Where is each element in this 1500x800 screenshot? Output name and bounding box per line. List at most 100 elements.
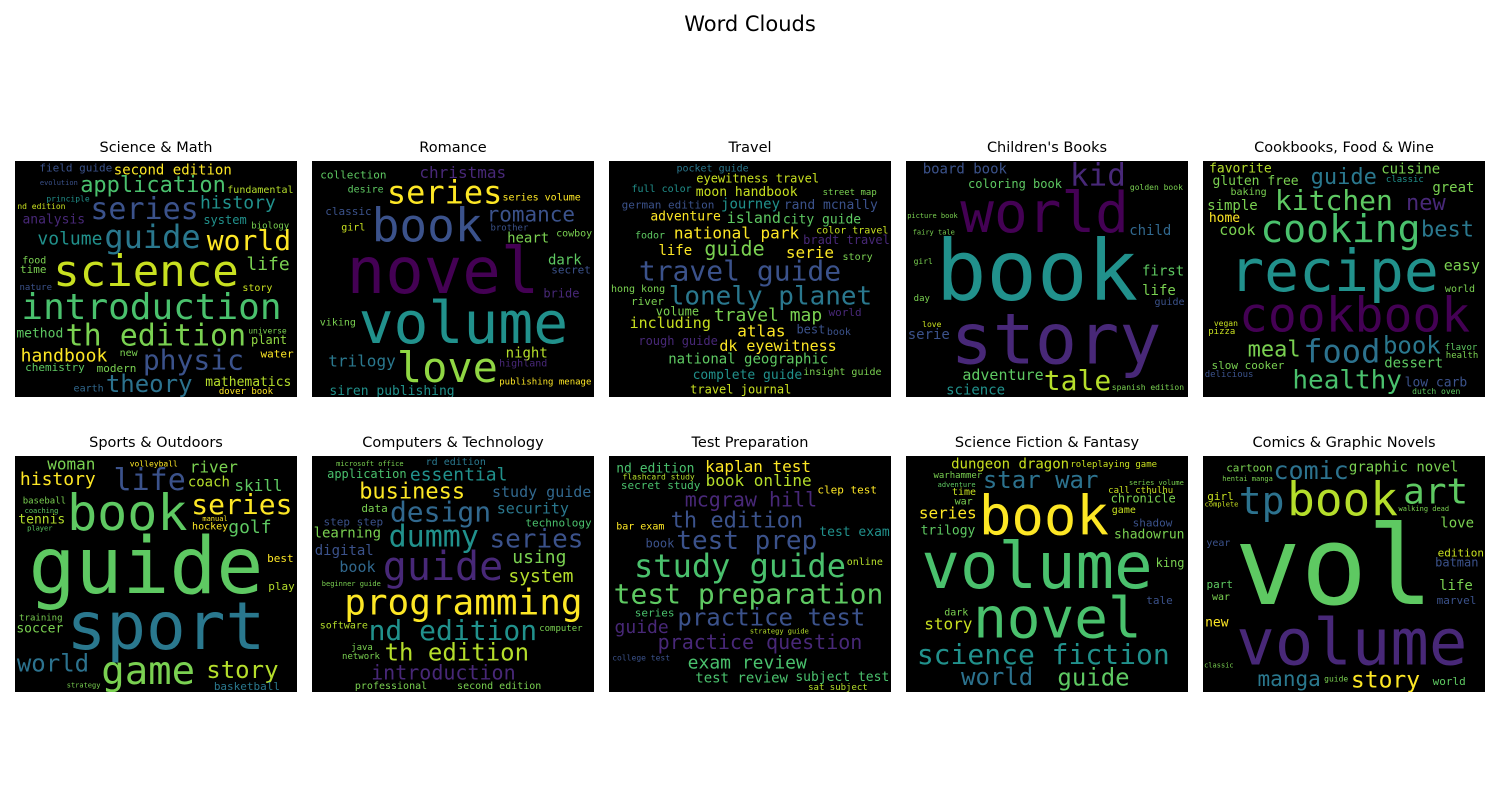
cloud-background: [609, 456, 891, 692]
cloud-word: dutch oven: [1412, 387, 1460, 396]
cloud-word: vol: [1235, 502, 1434, 630]
cloud-word: beginner guide: [322, 580, 381, 588]
cloud-word: th edition: [66, 318, 247, 353]
cloud-word: romance: [487, 203, 576, 227]
cloud-word: technology: [525, 517, 592, 530]
cloud-word: story: [951, 298, 1162, 380]
cloud-word: simple: [1207, 198, 1258, 214]
cloud-word: mathematics: [205, 375, 291, 390]
cloud-word: woman: [47, 456, 95, 473]
cloud-word: easy: [1444, 257, 1480, 275]
cloud-word: fundamental: [227, 185, 293, 196]
cloud-word: world: [961, 663, 1033, 691]
cloud-word: national park: [674, 224, 800, 243]
cloud-word: complete guide: [693, 368, 803, 383]
cloud-word: series volume: [503, 192, 581, 203]
cloud-word: test prep: [676, 526, 817, 556]
cloud-word: adventure: [962, 366, 1043, 384]
cloud-word: cartoon: [1226, 462, 1272, 475]
cloud-word: heart: [507, 231, 549, 247]
wordcloud-scifi-fantasy: volume novel book science fiction star war gu…: [906, 456, 1188, 692]
panel-title: Sports & Outdoors: [89, 435, 223, 451]
cloud-word: series: [387, 174, 503, 212]
cloud-word: classic: [325, 205, 371, 218]
cloud-word: guide: [29, 522, 264, 612]
cloud-word: girl: [341, 222, 365, 233]
cloud-word: christmas: [419, 163, 506, 182]
cloud-word: food: [1303, 332, 1380, 370]
cloud-word: series: [489, 525, 583, 555]
cloud-word: king: [1156, 556, 1185, 570]
cloud-word: baseball: [23, 496, 66, 506]
cloud-word: science: [946, 383, 1005, 397]
cloud-word: night: [506, 345, 548, 361]
cloud-word: new: [1205, 616, 1229, 631]
cloud-word: life: [114, 463, 186, 498]
cloud-word: skill: [234, 476, 282, 495]
cloud-word: new: [120, 348, 139, 359]
cloud-word: volume: [37, 229, 102, 250]
panel-title: Travel: [728, 140, 772, 156]
cloud-word: volume: [921, 530, 1152, 604]
cloud-word: practice test: [677, 604, 865, 632]
cloud-word: water: [261, 348, 294, 361]
cloud-word: play: [268, 580, 295, 593]
cloud-word: atlas: [737, 322, 785, 341]
cloud-word: bar exam: [616, 521, 664, 532]
cloud-word: second edition: [114, 162, 232, 178]
cloud-word: study guide: [492, 483, 591, 501]
wordcloud-childrens-books: book story world kid tale coloring book advent…: [906, 161, 1188, 397]
cloud-word: serie: [786, 243, 834, 262]
cloud-word: journey: [721, 197, 780, 213]
cloud-word: graphic novel: [1349, 460, 1459, 476]
wordcloud-comics: vol volume book art tp comic story manga graphic…: [1203, 456, 1485, 692]
cloud-background: [312, 161, 594, 397]
cloud-word: adventure: [938, 481, 976, 489]
cloud-word: sat subject: [808, 683, 868, 692]
wordcloud-cookbooks: recipe cookbook cooking food kitchen healthy b…: [1203, 161, 1485, 397]
cloud-word: step step: [323, 516, 383, 529]
cloud-word: introduction: [21, 287, 281, 328]
cloud-word: collection: [320, 169, 386, 182]
wordcloud-sports: guide sport book game life series story world hi…: [15, 456, 297, 692]
cloud-word: including: [630, 314, 711, 332]
cloud-word: test preparation: [614, 577, 884, 610]
cloud-word: story: [206, 656, 278, 684]
cloud-word: online: [847, 557, 883, 568]
cloud-word: dummy: [389, 519, 479, 554]
cloud-word: series: [191, 488, 292, 521]
cloud-word: german edition: [622, 198, 715, 211]
cloud-word: manga: [1258, 667, 1321, 691]
cloud-word: sport: [67, 588, 266, 665]
cloud-word: guide: [704, 236, 764, 260]
cloud-word: analysis: [22, 213, 85, 228]
cloud-word: city guide: [783, 212, 861, 227]
cloud-word: book: [339, 558, 375, 576]
cloud-word: insight guide: [803, 367, 881, 378]
cloud-word: guide: [383, 544, 503, 590]
cloud-word: science: [53, 246, 238, 297]
cloud-word: golf: [228, 517, 271, 538]
cloud-word: home: [1209, 211, 1240, 226]
cloud-word: story: [843, 252, 873, 263]
cloud-word: pizza: [1208, 327, 1235, 337]
cloud-word: siren publishing: [329, 384, 454, 397]
cloud-word: book: [827, 327, 851, 338]
cloud-word: programming: [344, 582, 582, 623]
cloud-word: series volume: [1129, 479, 1184, 487]
cloud-word: plant: [251, 333, 287, 347]
cloud-word: time: [952, 487, 976, 498]
cloud-word: series: [90, 192, 198, 227]
cloud-word: cowboy: [556, 228, 592, 239]
wordcloud-science-math: science introduction guide th edition series…: [15, 161, 297, 397]
cloud-word: using: [512, 547, 566, 568]
cloud-word: hentai manga: [1222, 475, 1273, 483]
cloud-word: flavor: [1445, 343, 1478, 353]
cloud-word: system: [203, 213, 246, 227]
cloud-word: bradt travel: [803, 233, 890, 247]
cloud-word: mcgraw hill: [685, 487, 817, 511]
cloud-word: application: [80, 173, 226, 198]
cloud-background: [609, 161, 891, 397]
wordcloud-computers: guide programming dummy nd edition design ser…: [312, 456, 594, 692]
cloud-word: physic: [143, 344, 244, 377]
